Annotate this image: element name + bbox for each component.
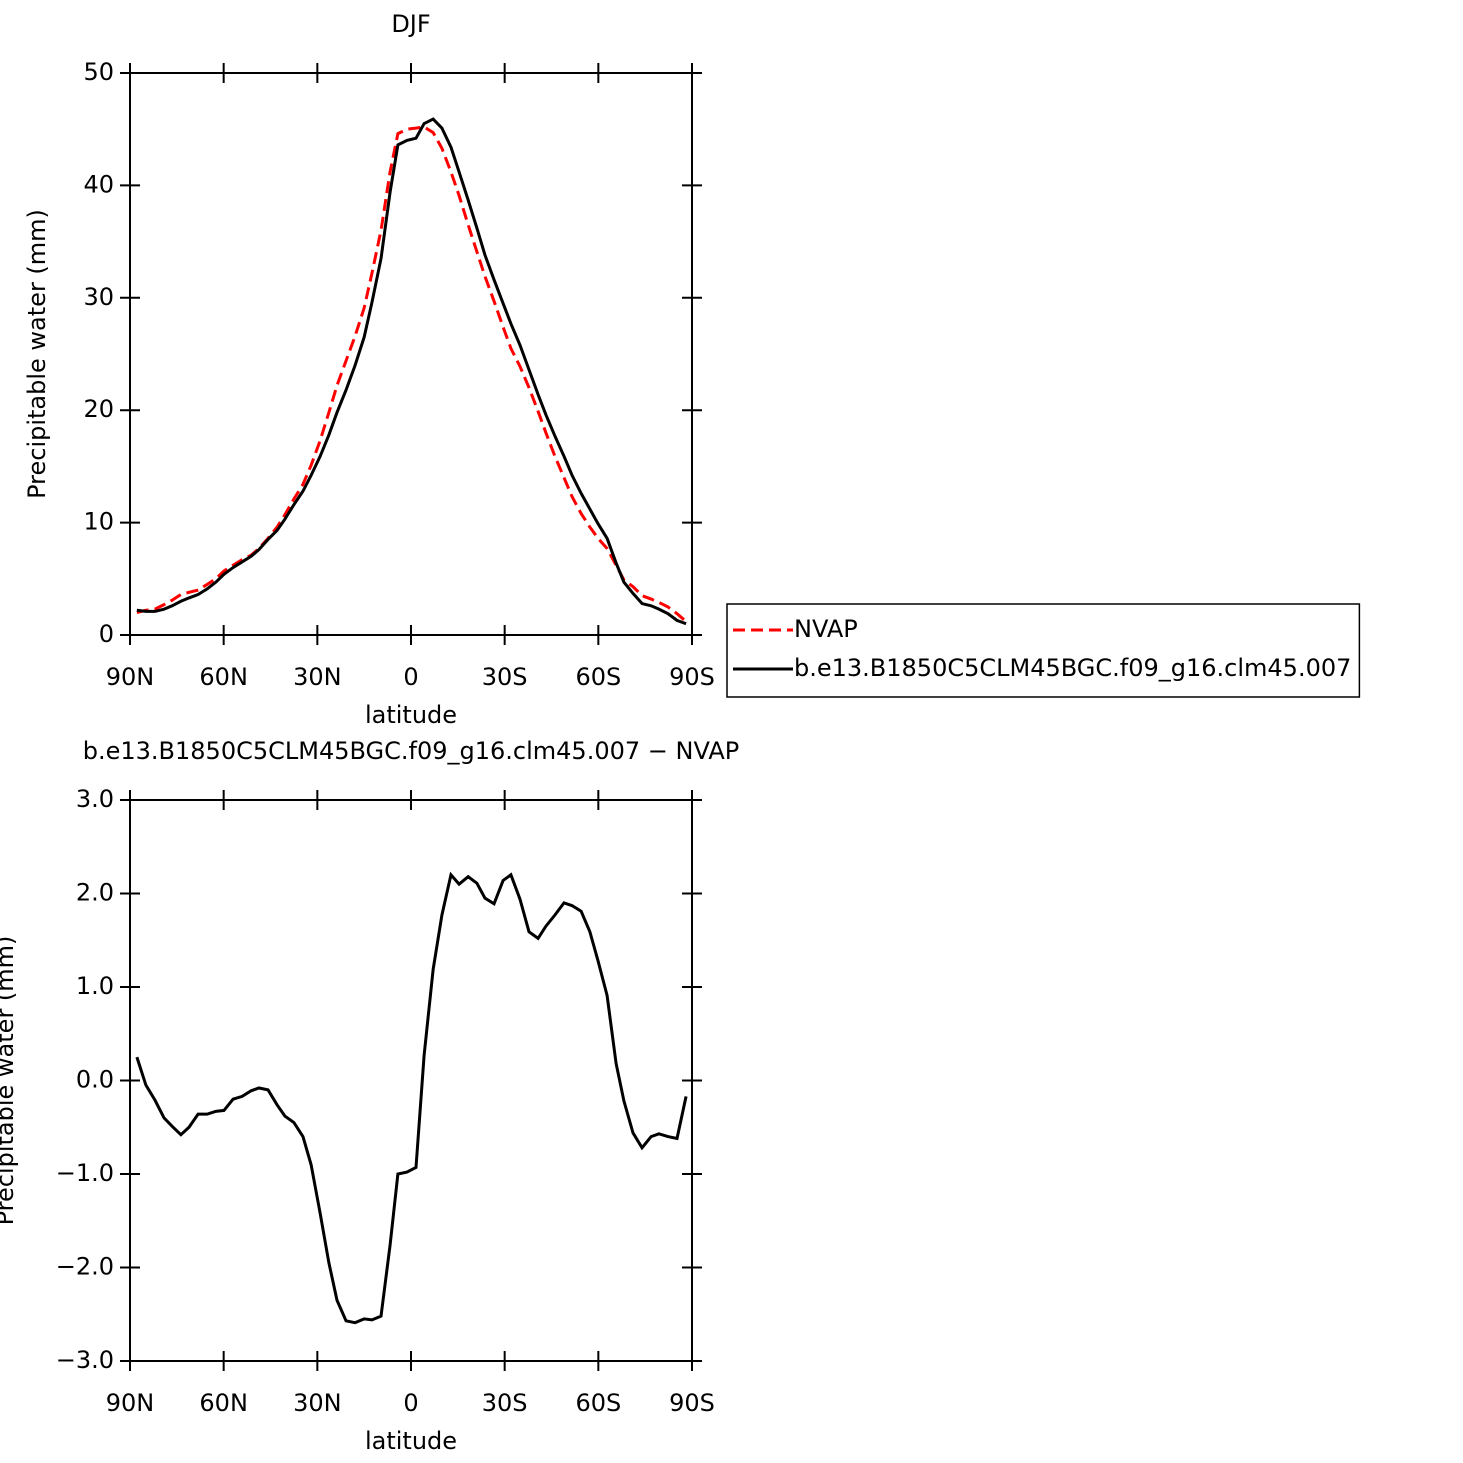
x-tick-label: 30N xyxy=(293,1389,342,1417)
y-tick-label: 1.0 xyxy=(76,972,114,1000)
x-tick-label: 60S xyxy=(575,663,621,691)
x-tick-label: 60N xyxy=(199,1389,248,1417)
data-line xyxy=(136,117,687,626)
y-tick-label: −2.0 xyxy=(56,1253,114,1281)
data-line xyxy=(135,871,688,1325)
y-tick-label: 30 xyxy=(83,283,114,311)
x-tick-label: 30S xyxy=(482,1389,528,1417)
x-tick-label: 60S xyxy=(575,1389,621,1417)
chart-title: DJF xyxy=(391,10,430,38)
x-tick-label: 0 xyxy=(403,663,418,691)
legend-label: b.e13.B1850C5CLM45BGC.f09_g16.clm45.007 xyxy=(794,654,1351,682)
legend-box xyxy=(726,603,1361,698)
y-tick-label: 3.0 xyxy=(76,785,114,813)
y-tick-label: 50 xyxy=(83,58,114,86)
x-tick-label: 30S xyxy=(482,663,528,691)
x-axis-label: latitude xyxy=(365,701,457,729)
legend-label: NVAP xyxy=(794,615,858,643)
y-tick-label: 2.0 xyxy=(76,879,114,907)
plot-frame xyxy=(129,799,693,1362)
x-axis-label: latitude xyxy=(365,1427,457,1455)
x-tick-label: 60N xyxy=(199,663,248,691)
chart-title: b.e13.B1850C5CLM45BGC.f09_g16.clm45.007 … xyxy=(83,737,739,765)
x-tick-label: 0 xyxy=(403,1389,418,1417)
y-tick-label: 0 xyxy=(99,620,114,648)
x-tick-label: 90N xyxy=(106,1389,155,1417)
y-tick-label: 40 xyxy=(83,170,114,198)
data-line xyxy=(136,125,688,623)
x-tick-label: 90S xyxy=(669,1389,715,1417)
y-axis-label: Precipitable water (mm) xyxy=(23,209,51,499)
y-tick-label: 10 xyxy=(83,508,114,536)
x-tick-label: 30N xyxy=(293,663,342,691)
plot-frame xyxy=(129,72,693,636)
y-tick-label: −1.0 xyxy=(56,1159,114,1187)
y-tick-label: 20 xyxy=(83,395,114,423)
x-tick-label: 90S xyxy=(669,663,715,691)
x-tick-label: 90N xyxy=(106,663,155,691)
y-tick-label: 0.0 xyxy=(76,1066,114,1094)
y-axis-label: Precipitable water (mm) xyxy=(0,936,19,1226)
y-tick-label: −3.0 xyxy=(56,1346,114,1374)
